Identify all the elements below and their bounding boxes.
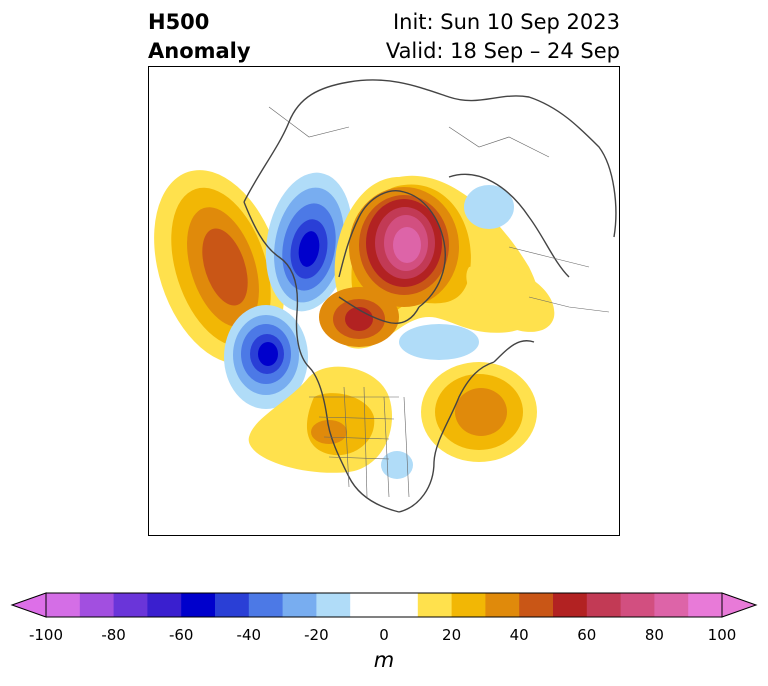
colorbar-unit: m xyxy=(373,648,395,672)
colorbar xyxy=(10,592,758,618)
colorbar-segment xyxy=(553,593,588,617)
coastlines xyxy=(243,79,617,513)
map-canvas xyxy=(154,79,617,513)
colorbar-segment xyxy=(688,593,723,617)
title-field: Anomaly xyxy=(148,39,251,63)
colorbar-over-arrow xyxy=(721,592,758,618)
colorbar-segment xyxy=(519,593,554,617)
colorbar-tick-label: 100 xyxy=(707,626,737,644)
colorbar-segment xyxy=(485,593,520,617)
colorbar-segment xyxy=(248,593,284,617)
colorbar-tick-label: -80 xyxy=(101,626,126,644)
anomaly-shading xyxy=(154,170,555,479)
colorbar-segment xyxy=(586,593,622,617)
valid-range: Valid: 18 Sep – 24 Sep xyxy=(385,39,620,63)
colorbar-under-arrow xyxy=(10,592,47,618)
init-date: Init: Sun 10 Sep 2023 xyxy=(392,10,620,34)
political-borders xyxy=(268,106,610,498)
colorbar-segment xyxy=(417,593,453,617)
colorbar-tick-label: -20 xyxy=(304,626,329,644)
colorbar-tick-label: -100 xyxy=(28,626,64,644)
colorbar-tick-label: 0 xyxy=(379,626,389,644)
colorbar-tick-label: -60 xyxy=(168,626,194,644)
colorbar-outline xyxy=(45,592,723,618)
colorbar-segment xyxy=(384,593,419,617)
colorbar-segment xyxy=(113,593,148,617)
colorbar-segment xyxy=(181,593,216,617)
colorbar-segment xyxy=(46,593,81,617)
colorbar-segment xyxy=(79,593,115,617)
chart-title: H500 Anomaly xyxy=(148,8,251,66)
colorbar-segment xyxy=(316,593,351,617)
colorbar-segments xyxy=(46,593,723,617)
colorbar-segment xyxy=(350,593,385,617)
colorbar-tick-label: 40 xyxy=(509,626,529,644)
colorbar-tick-label: 60 xyxy=(577,626,597,644)
colorbar-tick-label: 80 xyxy=(644,626,664,644)
colorbar-ticks: -100 -80 -60 -40 -20 0 20 40 60 80 100 xyxy=(0,626,768,646)
colorbar-segment xyxy=(282,593,317,617)
run-info: Init: Sun 10 Sep 2023 Valid: 18 Sep – 24… xyxy=(386,8,620,66)
colorbar-segment xyxy=(620,593,655,617)
colorbar-segment xyxy=(215,593,250,617)
colorbar-segment xyxy=(451,593,486,617)
title-variable: H500 xyxy=(148,10,210,34)
colorbar-segment xyxy=(654,593,689,617)
anomaly-map xyxy=(148,66,620,536)
colorbar-tick-label: -40 xyxy=(236,626,262,644)
colorbar-tick-label: 20 xyxy=(442,626,462,644)
colorbar-segment xyxy=(147,593,182,617)
